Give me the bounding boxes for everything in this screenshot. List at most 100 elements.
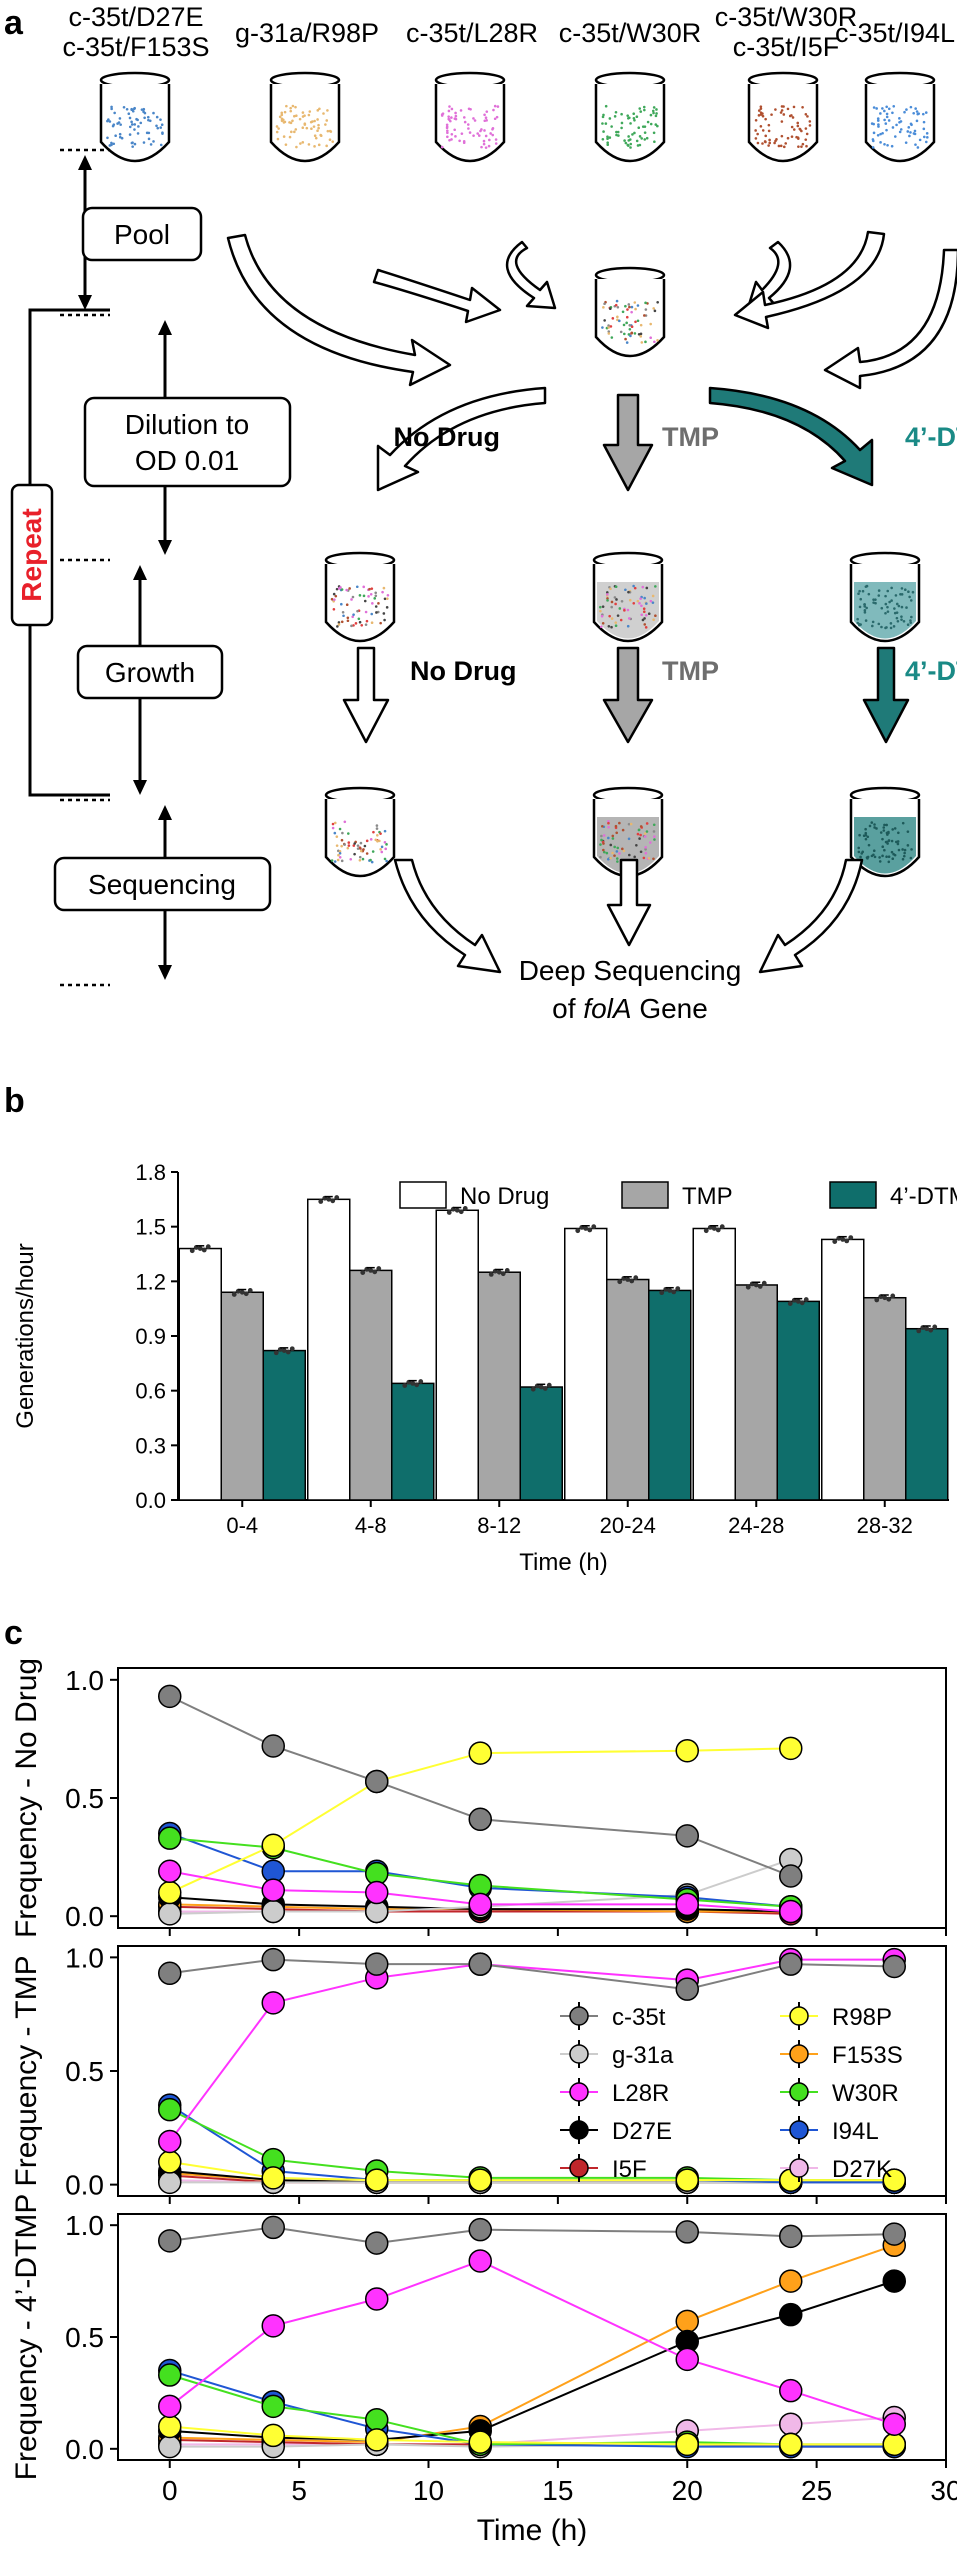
bar-xtick-label: 8-12 xyxy=(477,1513,521,1538)
tube-mutant-2-cell xyxy=(292,114,296,118)
tube-mutant-2-cell xyxy=(322,112,325,115)
tube-mutant-5-cell xyxy=(800,129,803,133)
tube-no-drug-grown-cell xyxy=(369,838,373,841)
tube-dtmp-diluted-cell xyxy=(889,622,893,625)
mutant-1-label-line2: c-35t/F153S xyxy=(62,32,209,62)
tube-no-drug-diluted-cell xyxy=(374,605,378,608)
tube-no-drug-grown-cell xyxy=(331,822,335,826)
tube-no-drug-diluted-cell xyxy=(357,617,361,621)
tube-pooled-cell xyxy=(610,336,614,339)
series-point-W30R xyxy=(158,2097,182,2122)
repeat-label: Repeat xyxy=(16,508,47,601)
tube-no-drug-diluted-cell xyxy=(352,624,355,627)
tube-tmp-diluted-cell xyxy=(640,613,643,617)
series-point-g-31a xyxy=(158,1902,182,1926)
tube-mutant-5-cell xyxy=(805,132,809,136)
tube-mutant-5-cell xyxy=(796,124,800,128)
series-point-c-35t xyxy=(158,1684,182,1709)
tube-tmp-grown-cell xyxy=(652,823,656,827)
bar-replicate-point xyxy=(462,1206,468,1211)
bar-replicate-point xyxy=(289,1346,295,1352)
tube-mutant-3-cell xyxy=(440,114,444,117)
tube-mutant-5-cell xyxy=(774,108,777,111)
tube-tmp-diluted-cell xyxy=(608,614,611,618)
mutant-2-label: g-31a/R98P xyxy=(235,18,379,48)
legend-label-W30R: W30R xyxy=(832,2080,899,2107)
tube-tmp-diluted-cell xyxy=(643,623,647,626)
tube-tmp-diluted-cell xyxy=(641,585,645,589)
tube-dtmp-grown-cell xyxy=(901,848,904,851)
tube-mutant-1-cell xyxy=(146,115,150,119)
tube-dtmp-diluted-cell xyxy=(877,589,881,592)
tube-mutant-5-cell xyxy=(797,137,800,140)
tube-no-drug-diluted-cell xyxy=(340,602,343,606)
tube-mutant-1-cell xyxy=(143,116,146,120)
tube-tmp-grown-cell xyxy=(607,836,610,840)
tube-pooled-cell xyxy=(602,306,605,309)
bar-replicate-point xyxy=(924,1326,930,1332)
tube-dtmp-grown-cell xyxy=(882,829,886,832)
tube-dtmp-diluted-cell xyxy=(857,592,860,596)
tube-dtmp-diluted-cell xyxy=(865,584,869,588)
mutant-5-label-line1: c-35t/W30R xyxy=(715,2,858,32)
tube-dtmp-grown-cell xyxy=(886,842,889,845)
tube-no-drug-diluted-cell xyxy=(358,594,362,597)
series-point-c-35t xyxy=(779,1864,803,1888)
tube-mutant-3-cell xyxy=(467,127,470,130)
tube-mutant-1-cell xyxy=(159,143,163,147)
tube-dtmp-grown-cell xyxy=(906,830,910,833)
tube-mutant-6-cell xyxy=(915,119,919,123)
tube-mutant-2-cell xyxy=(301,141,305,144)
tube-mutant-6-cell xyxy=(898,117,901,120)
tube-mutant-4-cell xyxy=(649,122,653,126)
tube-pooled-cell xyxy=(652,307,655,310)
tube-dtmp-grown-cell xyxy=(887,855,891,858)
tube-tmp-diluted-cell xyxy=(614,602,617,606)
series-point-R98P xyxy=(882,2168,906,2192)
tube-mutant-6-cell xyxy=(890,144,894,148)
tube-mutant-1-cell xyxy=(143,111,147,115)
tube-no-drug-diluted-cell xyxy=(335,587,339,591)
series-point-W30R xyxy=(261,2394,285,2419)
tube-dtmp-diluted-liquid xyxy=(854,582,916,639)
tube-no-drug-grown-cell xyxy=(346,846,350,850)
tube-mutant-5-cell xyxy=(797,145,800,148)
tube-no-drug-diluted-cell xyxy=(365,619,369,623)
series-point-L28R xyxy=(468,1892,492,1917)
tube-no-drug-grown-cell xyxy=(372,830,375,834)
tube-mutant-5-cell xyxy=(798,127,802,131)
tube-no-drug-diluted-cell xyxy=(341,610,345,614)
bar-replicate-point xyxy=(488,1272,494,1277)
series-point-R98P xyxy=(675,2432,699,2457)
tube-tmp-diluted-cell xyxy=(649,599,653,603)
tube-dtmp-grown-cell xyxy=(885,823,888,827)
tube-dtmp-diluted-cell xyxy=(909,621,913,624)
tube-mutant-3-cell xyxy=(493,117,497,121)
bar-replicate-point xyxy=(715,1227,721,1233)
series-point-L28R xyxy=(468,2249,492,2273)
tube-mutant-4-cell xyxy=(608,117,612,120)
tube-tmp-diluted-cell xyxy=(647,612,651,615)
tube-mutant-2-cell xyxy=(278,115,282,119)
tube-mutant-4-cell xyxy=(629,142,633,146)
tube-dtmp-grown-cell xyxy=(903,848,907,852)
tube-mutant-1-cell xyxy=(139,121,143,125)
tube-pooled-cell xyxy=(609,325,613,328)
tube-mutant-2-cell xyxy=(293,130,296,134)
tube-mutant-3-cell xyxy=(454,135,457,138)
tube-dtmp-grown-cell xyxy=(885,855,888,859)
tube-mutant-6-cell xyxy=(881,131,884,135)
tube-mutant-2-cell xyxy=(324,123,327,126)
no-drug-curved-arrow xyxy=(376,386,547,492)
tube-mutant-6-cell xyxy=(908,134,911,138)
tube-no-drug-diluted-cell xyxy=(352,613,355,616)
tube-tmp-grown-cell xyxy=(602,842,605,845)
bar-replicate-point xyxy=(659,1290,665,1296)
tube-dtmp-grown-cell xyxy=(893,853,897,857)
tube-mutant-6-cell xyxy=(898,130,902,134)
tube-pooled-cell xyxy=(616,315,619,319)
tube-mutant-5-cell xyxy=(808,124,812,127)
tube-pooled-cell xyxy=(649,322,652,326)
tube-pooled-cell xyxy=(607,332,611,335)
tube-pooled-cell xyxy=(607,330,611,333)
